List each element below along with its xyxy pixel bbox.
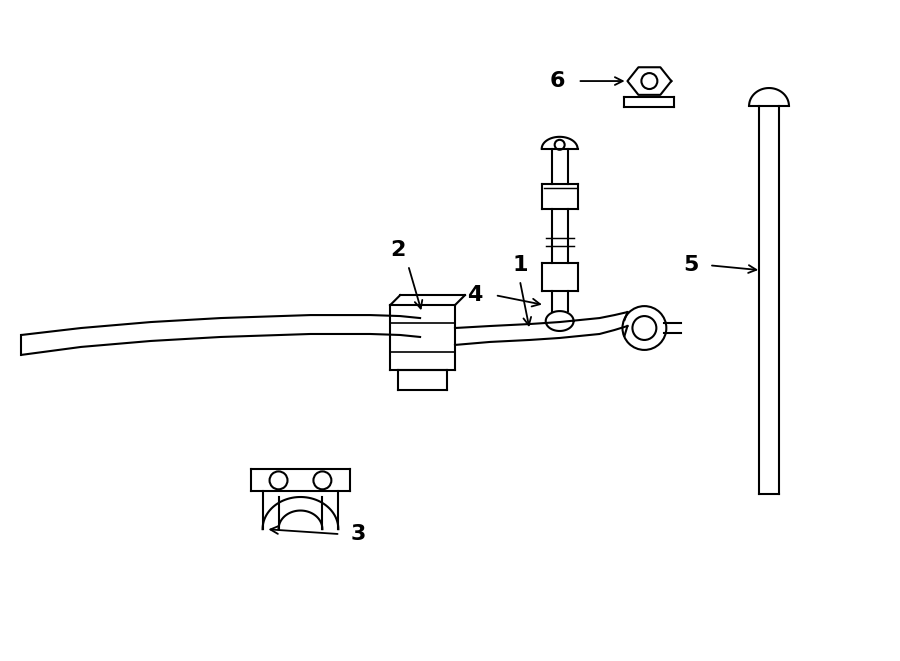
Text: 6: 6 (550, 71, 565, 91)
Text: 5: 5 (684, 255, 699, 275)
Text: 1: 1 (512, 255, 527, 275)
Text: 2: 2 (391, 241, 406, 260)
Text: 3: 3 (351, 524, 366, 544)
Text: 4: 4 (467, 285, 482, 305)
